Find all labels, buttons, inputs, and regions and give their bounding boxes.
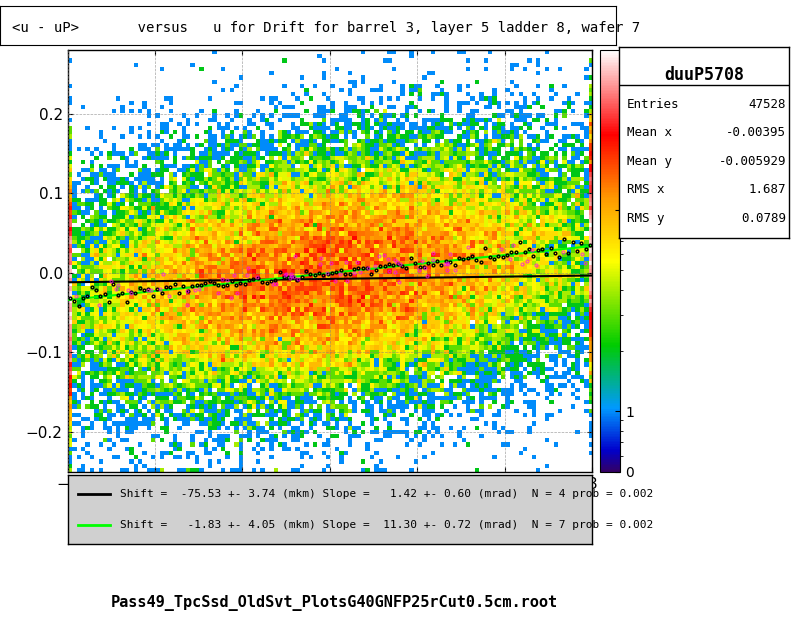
Text: <u - uP>       versus   u for Drift for barrel 3, layer 5 ladder 8, wafer 7: <u - uP> versus u for Drift for barrel 3…	[12, 21, 641, 34]
Text: Mean x: Mean x	[627, 126, 672, 139]
Text: 47528: 47528	[749, 98, 786, 111]
Text: Entries: Entries	[627, 98, 680, 111]
Text: Shift =   -1.83 +- 4.05 (mkm) Slope =  11.30 +- 0.72 (mrad)  N = 7 prob = 0.002: Shift = -1.83 +- 4.05 (mkm) Slope = 11.3…	[120, 519, 653, 529]
Text: RMS x: RMS x	[627, 183, 665, 196]
Text: -0.005929: -0.005929	[719, 155, 786, 168]
Text: RMS y: RMS y	[627, 212, 665, 225]
Text: Pass49_TpcSsd_OldSvt_PlotsG40GNFP25rCut0.5cm.root: Pass49_TpcSsd_OldSvt_PlotsG40GNFP25rCut0…	[111, 595, 557, 611]
Text: Mean y: Mean y	[627, 155, 672, 168]
Text: Shift =  -75.53 +- 3.74 (mkm) Slope =   1.42 +- 0.60 (mrad)  N = 4 prob = 0.002: Shift = -75.53 +- 3.74 (mkm) Slope = 1.4…	[120, 489, 653, 499]
Text: duuP5708: duuP5708	[664, 66, 744, 84]
Text: 1.687: 1.687	[749, 183, 786, 196]
Text: 0.0789: 0.0789	[741, 212, 786, 225]
Text: -0.00395: -0.00395	[726, 126, 786, 139]
